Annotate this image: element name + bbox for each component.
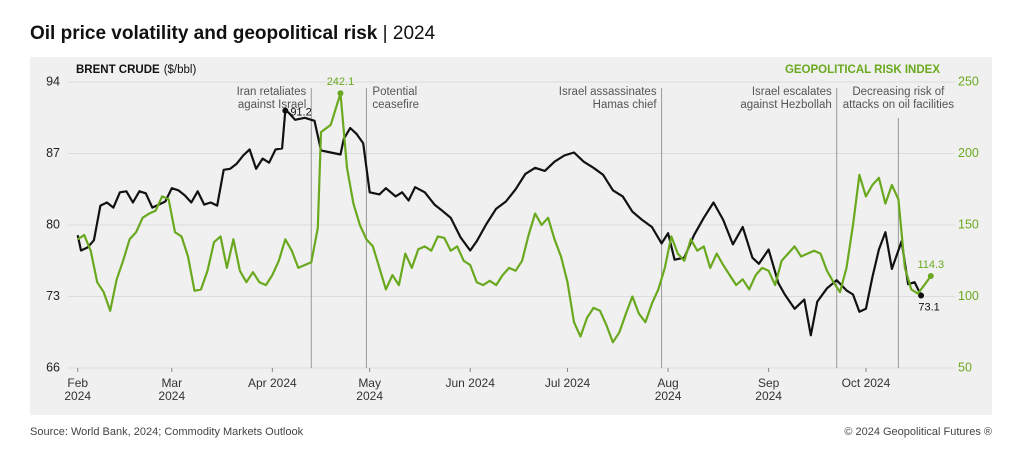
point-marker [927,273,934,280]
x-tick-label: Apr 2024 [247,377,297,390]
x-tick: Apr 2024 [247,377,297,390]
x-tick: Jul 2024 [544,377,591,390]
series-line [76,109,923,337]
source: Source: World Bank, 2024; Commodity Mark… [30,426,304,438]
annotation-text: Decreasing risk of [852,86,945,98]
x-tick-label: May 2024 [356,377,383,403]
x-tick-label: Jun 2024 [445,377,495,390]
series-line [77,92,932,344]
annotation-text: Iran retaliates [237,86,307,98]
annotation-text: Israel assassinates [559,86,657,98]
annotation-text: attacks on oil facilities [843,99,954,111]
x-tick: Aug 2024 [654,377,682,403]
left-series-name: BRENT CRUDE [76,64,160,76]
x-tick-label: Feb 2024 [64,377,92,403]
point-label: 91.2 [290,107,311,119]
point-marker [918,292,925,299]
y2-tick-label: 100 [958,289,979,303]
y2-tick-label: 250 [958,74,979,88]
x-tick: Feb 2024 [64,377,92,403]
x-tick: Mar 2024 [158,377,186,403]
annotation-text: Israel escalates [752,86,832,98]
y2-tick-label: 50 [958,360,972,374]
x-tick-label: Jul 2024 [544,377,591,390]
annotation-text: against Israel [238,99,306,111]
point-label: 114.3 [917,259,944,271]
title-suffix: | 2024 [383,23,436,44]
x-tick: Jun 2024 [445,377,495,390]
series: 91.2 73.1 242.1 114.3 [76,76,944,344]
x-tick: May 2024 [356,377,383,403]
y-tick-label: 80 [46,217,60,231]
y2-tick-label: 200 [958,146,979,160]
x-tick-label: Oct 2024 [841,377,891,390]
right-series-name: GEOPOLITICAL RISK INDEX [785,64,940,76]
point-label: 73.1 [918,301,939,313]
y2-tick-label: 150 [958,217,979,231]
grid [68,81,955,372]
y-tick-label: 87 [46,146,60,160]
annotation-text: ceasefire [372,99,419,111]
x-tick: Oct 2024 [841,377,891,390]
title-main: Oil price volatility and geopolitical ri… [30,23,378,44]
point-marker [282,107,289,114]
x-tick-label: Sep 2024 [755,377,782,403]
y-axis-unit: ($/bbl) [164,64,197,76]
x-tick: Sep 2024 [755,377,782,403]
copyright: © 2024 Geopolitical Futures ® [844,426,992,438]
y-tick-label: 73 [46,289,60,303]
y-tick-label: 94 [46,74,60,88]
plot-background [30,57,992,415]
annotation-text: against Hezbollah [740,99,831,111]
y-tick-label: 66 [46,360,60,374]
x-tick-label: Aug 2024 [654,377,682,403]
point-marker [337,90,344,97]
annotation-text: Hamas chief [593,99,658,111]
annotation-text: Potential [372,86,417,98]
point-label: 242.1 [327,76,355,88]
x-tick-label: Mar 2024 [158,377,186,403]
chart-title: Oil price volatility and geopolitical ri… [30,23,436,44]
